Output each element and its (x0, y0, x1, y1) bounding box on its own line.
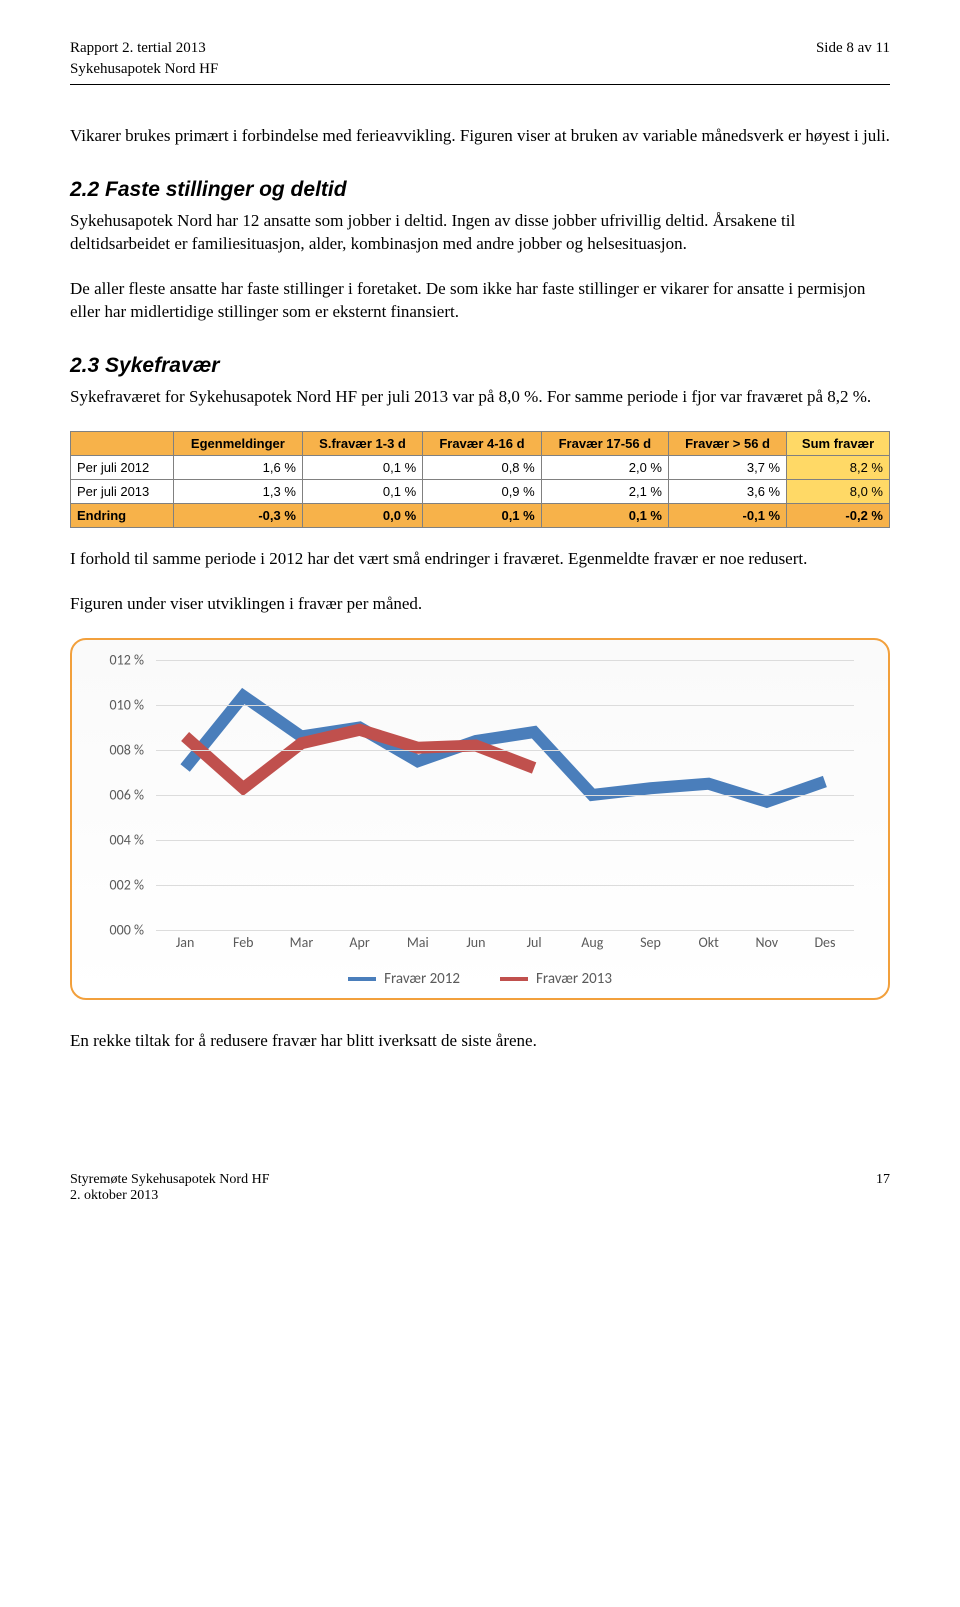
chart-plot (156, 660, 854, 930)
table-row: Per juli 2013 1,3 % 0,1 % 0,9 % 2,1 % 3,… (71, 479, 890, 503)
figure-intro-paragraph: Figuren under viser utviklingen i fravær… (70, 593, 890, 616)
section-2-2-p2: De aller fleste ansatte har faste stilli… (70, 278, 890, 324)
x-tick-label: Jul (505, 934, 563, 960)
col-1756: Fravær 17-56 d (541, 431, 668, 455)
intro-paragraph: Vikarer brukes primært i forbindelse med… (70, 125, 890, 148)
x-tick-label: Nov (738, 934, 796, 960)
x-tick-label: Feb (214, 934, 272, 960)
header-rule (70, 84, 890, 85)
x-tick-label: Aug (563, 934, 621, 960)
chart-gridline (156, 840, 854, 841)
col-sum: Sum fravær (787, 431, 890, 455)
y-tick-label: 000 % (110, 921, 144, 938)
legend-item-2013: Fravær 2013 (500, 970, 612, 988)
table-row: Per juli 2012 1,6 % 0,1 % 0,8 % 2,0 % 3,… (71, 455, 890, 479)
header-left-2: Sykehusapotek Nord HF (70, 61, 890, 78)
absence-table: Egenmeldinger S.fravær 1-3 d Fravær 4-16… (70, 431, 890, 528)
legend-item-2012: Fravær 2012 (348, 970, 460, 988)
chart-gridline (156, 930, 854, 931)
chart-gridline (156, 885, 854, 886)
x-tick-label: Sep (621, 934, 679, 960)
footer-left-2: 2. oktober 2013 (70, 1188, 269, 1204)
chart-gridline (156, 795, 854, 796)
absence-chart: 012 %010 %008 %006 %004 %002 %000 % JanF… (70, 638, 890, 1000)
section-2-2-title: 2.2 Faste stillinger og deltid (70, 178, 890, 202)
legend-swatch-2013 (500, 977, 528, 981)
y-tick-label: 010 % (110, 696, 144, 713)
chart-series-line (185, 695, 825, 801)
footer-left-1: Styremøte Sykehusapotek Nord HF (70, 1172, 269, 1188)
page-footer: Styremøte Sykehusapotek Nord HF 2. oktob… (70, 1172, 890, 1204)
table-header-row: Egenmeldinger S.fravær 1-3 d Fravær 4-16… (71, 431, 890, 455)
y-tick-label: 008 % (110, 741, 144, 758)
section-2-3-title: 2.3 Sykefravær (70, 354, 890, 378)
y-tick-label: 002 % (110, 876, 144, 893)
col-416: Fravær 4-16 d (423, 431, 542, 455)
chart-x-axis: JanFebMarAprMaiJunJulAugSepOktNovDes (156, 934, 854, 960)
section-2-2-p1: Sykehusapotek Nord har 12 ansatte som jo… (70, 210, 890, 256)
chart-gridline (156, 705, 854, 706)
closing-paragraph: En rekke tiltak for å redusere fravær ha… (70, 1030, 890, 1053)
legend-swatch-2012 (348, 977, 376, 981)
legend-label-2013: Fravær 2013 (536, 970, 612, 988)
chart-gridline (156, 660, 854, 661)
footer-left: Styremøte Sykehusapotek Nord HF 2. oktob… (70, 1172, 269, 1204)
header-right: Side 8 av 11 (816, 40, 890, 57)
x-tick-label: Jun (447, 934, 505, 960)
x-tick-label: Jan (156, 934, 214, 960)
y-tick-label: 012 % (110, 651, 144, 668)
col-blank (71, 431, 174, 455)
x-tick-label: Okt (680, 934, 738, 960)
x-tick-label: Mar (272, 934, 330, 960)
x-tick-label: Mai (389, 934, 447, 960)
x-tick-label: Des (796, 934, 854, 960)
y-tick-label: 006 % (110, 786, 144, 803)
chart-y-axis: 012 %010 %008 %006 %004 %002 %000 % (96, 660, 150, 930)
col-s13: S.fravær 1-3 d (302, 431, 422, 455)
legend-label-2012: Fravær 2012 (384, 970, 460, 988)
chart-gridline (156, 750, 854, 751)
footer-page-number: 17 (876, 1172, 890, 1204)
after-table-paragraph: I forhold til samme periode i 2012 har d… (70, 548, 890, 571)
col-56: Fravær > 56 d (669, 431, 787, 455)
header-left-1: Rapport 2. tertial 2013 (70, 40, 206, 57)
chart-plot-area: 012 %010 %008 %006 %004 %002 %000 % JanF… (96, 660, 864, 960)
chart-legend: Fravær 2012 Fravær 2013 (96, 970, 864, 988)
y-tick-label: 004 % (110, 831, 144, 848)
table-row-endring: Endring -0,3 % 0,0 % 0,1 % 0,1 % -0,1 % … (71, 503, 890, 527)
x-tick-label: Apr (331, 934, 389, 960)
section-2-3-p1: Sykefraværet for Sykehusapotek Nord HF p… (70, 386, 890, 409)
col-egen: Egenmeldinger (173, 431, 302, 455)
page-header: Rapport 2. tertial 2013 Side 8 av 11 (70, 40, 890, 57)
